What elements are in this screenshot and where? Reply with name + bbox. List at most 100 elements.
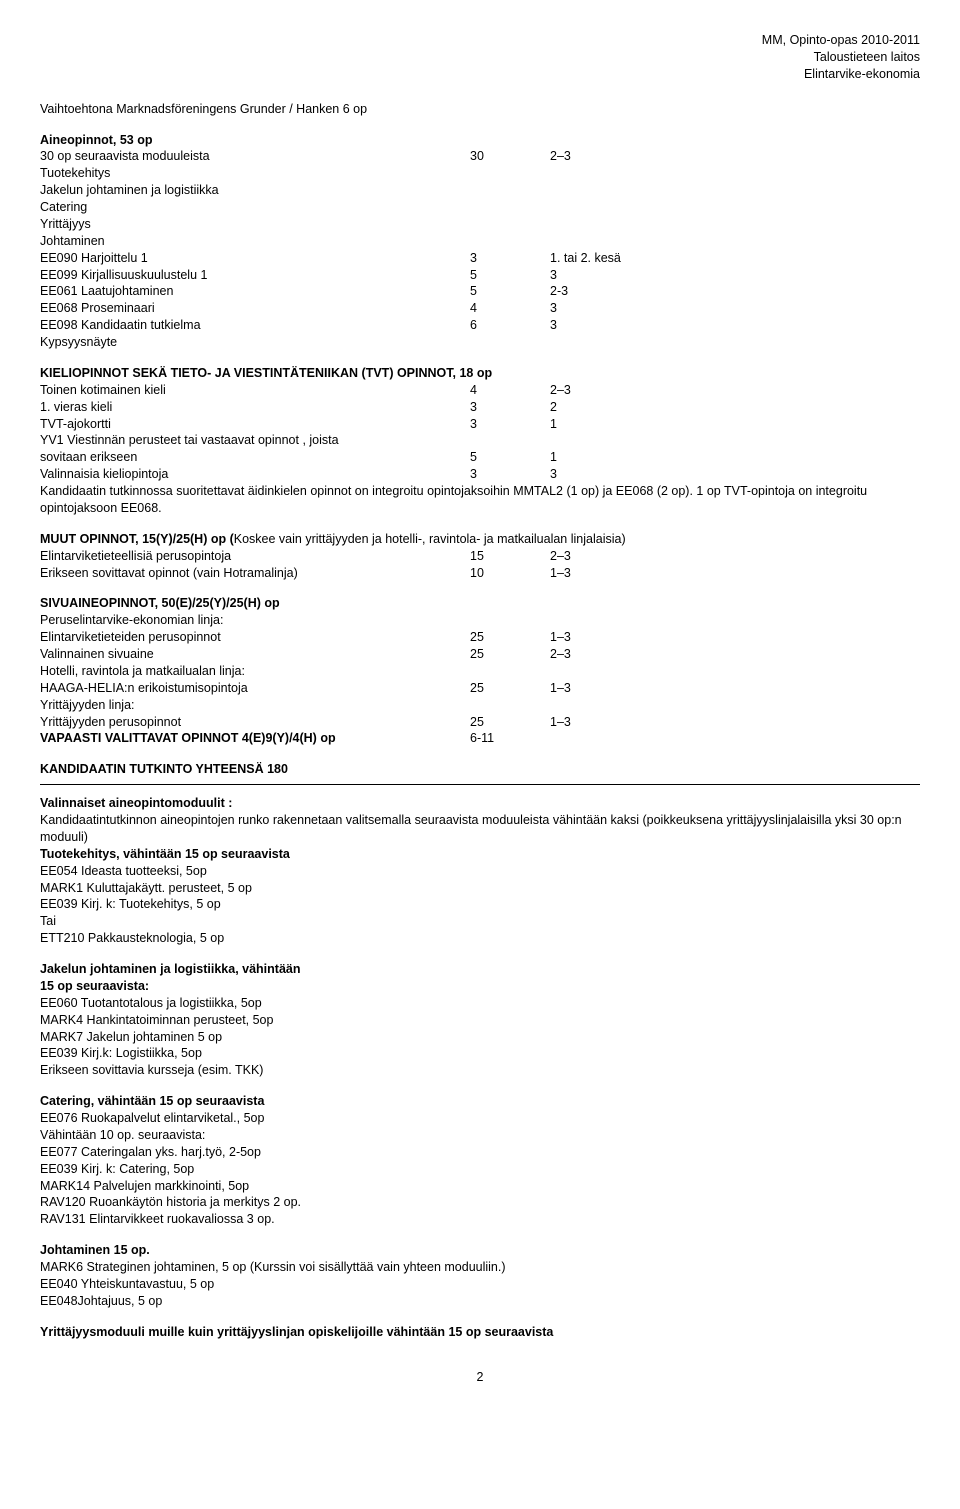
row-period: 1. tai 2. kesä <box>550 250 670 267</box>
vaihtoehtona-line: Vaihtoehtona Marknadsföreningens Grunder… <box>40 101 920 118</box>
row-period: 2 <box>550 399 670 416</box>
kand-total: KANDIDAATIN TUTKINTO YHTEENSÄ 180 <box>40 761 920 778</box>
table-row: EE061 Laatujohtaminen52-3 <box>40 283 920 300</box>
row-credits: 5 <box>470 449 550 466</box>
row-period: 3 <box>550 300 670 317</box>
section-title: MUUT OPINNOT, 15(Y)/25(H) op (Koskee vai… <box>40 531 920 548</box>
table-row: Valinnaisia kieliopintoja33 <box>40 466 920 483</box>
row-credits: 25 <box>470 680 550 697</box>
text-line: Yrittäjyys <box>40 216 920 233</box>
section-title: KIELIOPINNOT SEKÄ TIETO- JA VIESTINTÄTEN… <box>40 365 920 382</box>
text-line: Catering <box>40 199 920 216</box>
row-credits: 3 <box>470 399 550 416</box>
row-credits: 6-11 <box>470 730 550 747</box>
module-title: Yrittäjyysmoduuli muille kuin yrittäjyys… <box>40 1324 920 1341</box>
text-line: EE048Johtajuus, 5 op <box>40 1293 920 1310</box>
row-credits: 30 <box>470 148 550 165</box>
row-period: 2-3 <box>550 283 670 300</box>
table-row: Yrittäjyyden perusopinnot251–3 <box>40 714 920 731</box>
row-credits: 15 <box>470 548 550 565</box>
row-label: EE090 Harjoittelu 1 <box>40 250 470 267</box>
row-credits: 10 <box>470 565 550 582</box>
table-row: EE090 Harjoittelu 131. tai 2. kesä <box>40 250 920 267</box>
row-label: EE098 Kandidaatin tutkielma <box>40 317 470 334</box>
row-credits: 25 <box>470 629 550 646</box>
row-label: EE068 Proseminaari <box>40 300 470 317</box>
row-label: Valinnainen sivuaine <box>40 646 470 663</box>
text-line: Erikseen sovittavia kursseja (esim. TKK) <box>40 1062 920 1079</box>
sivuaine-section: SIVUAINEOPINNOT, 50(E)/25(Y)/25(H) op Pe… <box>40 595 920 747</box>
row-credits: 5 <box>470 267 550 284</box>
text-line: EE039 Kirj. k: Tuotekehitys, 5 op <box>40 896 920 913</box>
table-row: EE099 Kirjallisuuskuulustelu 153 <box>40 267 920 284</box>
row-period: 1–3 <box>550 714 670 731</box>
text-line: MARK4 Hankintatoiminnan perusteet, 5op <box>40 1012 920 1029</box>
table-row: 1. vieras kieli32 <box>40 399 920 416</box>
table-row: sovitaan erikseen51 <box>40 449 920 466</box>
row-period: 3 <box>550 267 670 284</box>
row-label: sovitaan erikseen <box>40 449 470 466</box>
kieliopinnot-section: KIELIOPINNOT SEKÄ TIETO- JA VIESTINTÄTEN… <box>40 365 920 517</box>
row-label: EE099 Kirjallisuuskuulustelu 1 <box>40 267 470 284</box>
text-line: Peruselintarvike-ekonomian linja: <box>40 612 920 629</box>
intro-text: Kandidaatintutkinnon aineopintojen runko… <box>40 812 920 846</box>
table-row: Toinen kotimainen kieli42–3 <box>40 382 920 399</box>
table-row: VAPAASTI VALITTAVAT OPINNOT 4(E)9(Y)/4(H… <box>40 730 920 747</box>
row-period: 2–3 <box>550 148 670 165</box>
row-label: Elintarviketieteellisiä perusopintoja <box>40 548 470 565</box>
row-period: 2–3 <box>550 548 670 565</box>
table-row: EE098 Kandidaatin tutkielma63 <box>40 317 920 334</box>
text-line: Jakelun johtaminen ja logistiikka <box>40 182 920 199</box>
row-credits: 3 <box>470 416 550 433</box>
row-period: 3 <box>550 466 670 483</box>
text-line: RAV120 Ruoankäytön historia ja merkitys … <box>40 1194 920 1211</box>
text-line: EE060 Tuotantotalous ja logistiikka, 5op <box>40 995 920 1012</box>
text-line: Hotelli, ravintola ja matkailualan linja… <box>40 663 920 680</box>
text-line: Kypsyysnäyte <box>40 334 920 351</box>
row-period: 1–3 <box>550 565 670 582</box>
johtaminen-section: Johtaminen 15 op. MARK6 Strateginen joht… <box>40 1242 920 1310</box>
table-row: TVT-ajokortti31 <box>40 416 920 433</box>
row-credits: 4 <box>470 382 550 399</box>
page-header: MM, Opinto-opas 2010-2011 Taloustieteen … <box>40 32 920 83</box>
row-label: Elintarviketieteiden perusopinnot <box>40 629 470 646</box>
text-line: ETT210 Pakkausteknologia, 5 op <box>40 930 920 947</box>
divider <box>40 784 920 785</box>
section-title: Aineopinnot, 53 op <box>40 132 920 149</box>
text-line: MARK14 Palvelujen markkinointi, 5op <box>40 1178 920 1195</box>
row-period <box>550 730 670 747</box>
row-label: Yrittäjyyden perusopinnot <box>40 714 470 731</box>
muut-section: MUUT OPINNOT, 15(Y)/25(H) op (Koskee vai… <box>40 531 920 582</box>
row-credits: 25 <box>470 714 550 731</box>
text-line: EE039 Kirj. k: Catering, 5op <box>40 1161 920 1178</box>
row-period: 1–3 <box>550 629 670 646</box>
title-tail: Koskee vain yrittäjyyden ja hotelli-, ra… <box>234 532 626 546</box>
valinnaiset-section: Valinnaiset aineopintomoduulit : Kandida… <box>40 795 920 947</box>
module-title: 15 op seuraavista: <box>40 978 920 995</box>
row-credits: 3 <box>470 250 550 267</box>
module-title: Catering, vähintään 15 op seuraavista <box>40 1093 920 1110</box>
text-line: MARK1 Kuluttajakäytt. perusteet, 5 op <box>40 880 920 897</box>
row-period: 3 <box>550 317 670 334</box>
text-line: RAV131 Elintarvikkeet ruokavaliossa 3 op… <box>40 1211 920 1228</box>
row-label: 30 op seuraavista moduuleista <box>40 148 470 165</box>
row-credits: 4 <box>470 300 550 317</box>
row-label: EE061 Laatujohtaminen <box>40 283 470 300</box>
table-row: Valinnainen sivuaine252–3 <box>40 646 920 663</box>
row-credits: 5 <box>470 283 550 300</box>
row-label: VAPAASTI VALITTAVAT OPINNOT 4(E)9(Y)/4(H… <box>40 730 470 747</box>
text-line: Tai <box>40 913 920 930</box>
row-period: 1–3 <box>550 680 670 697</box>
row-label: 1. vieras kieli <box>40 399 470 416</box>
aineopinnot-section: Aineopinnot, 53 op 30 op seuraavista mod… <box>40 132 920 351</box>
row-label: Toinen kotimainen kieli <box>40 382 470 399</box>
table-row: Elintarviketieteellisiä perusopintoja152… <box>40 548 920 565</box>
text-line: Yrittäjyyden linja: <box>40 697 920 714</box>
row-period: 2–3 <box>550 646 670 663</box>
text-line: Johtaminen <box>40 233 920 250</box>
module-title: Jakelun johtaminen ja logistiikka, vähin… <box>40 961 920 978</box>
table-row: Erikseen sovittavat opinnot (vain Hotram… <box>40 565 920 582</box>
table-row: Elintarviketieteiden perusopinnot251–3 <box>40 629 920 646</box>
header-line: MM, Opinto-opas 2010-2011 <box>40 32 920 49</box>
table-row: HAAGA-HELIA:n erikoistumisopintoja251–3 <box>40 680 920 697</box>
